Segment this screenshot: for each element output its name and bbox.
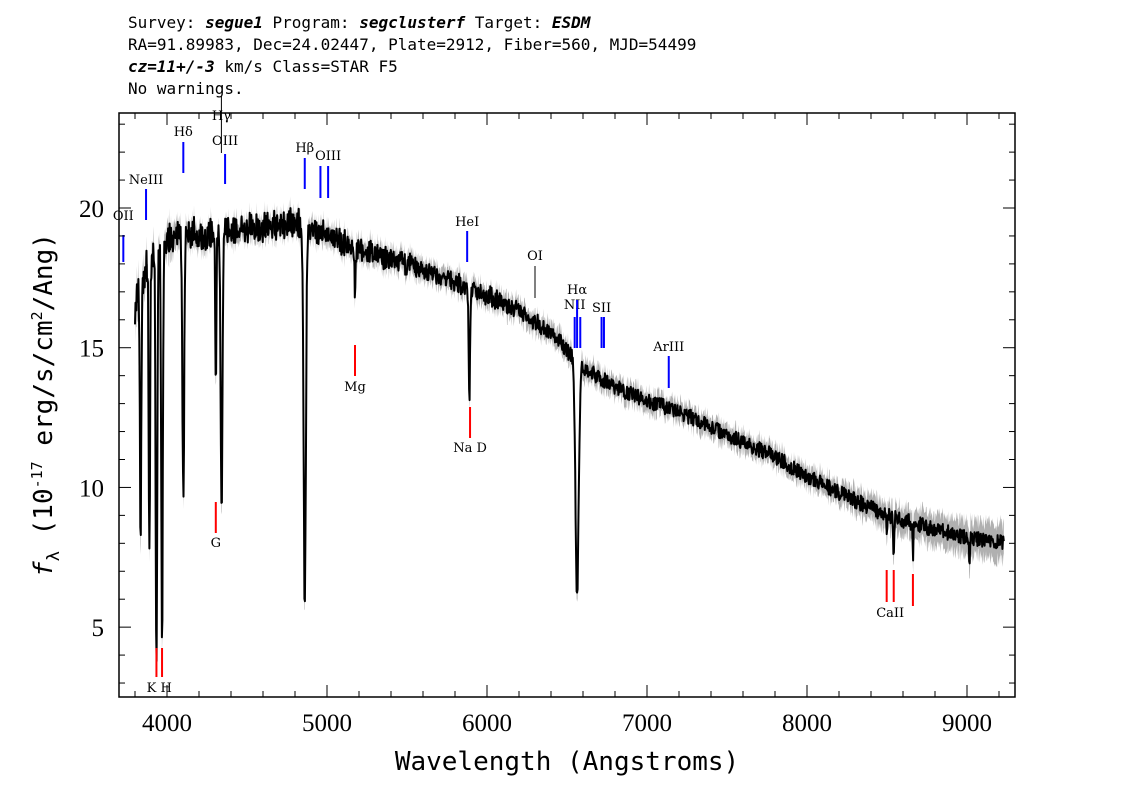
emission-line-label: OI bbox=[527, 249, 543, 264]
svg-text:fλ (10-17 erg/s/cm2/Ang): fλ (10-17 erg/s/cm2/Ang) bbox=[28, 233, 64, 577]
y-tick-label: 10 bbox=[79, 475, 104, 502]
emission-line-label: SII bbox=[592, 301, 611, 316]
spectrum-header: Survey: segue1 Program: segclusterf Targ… bbox=[128, 12, 696, 100]
absorption-line-label: Mg bbox=[344, 380, 366, 395]
absorption-line-label: G bbox=[211, 536, 221, 551]
x-axis-title: Wavelength (Angstroms) bbox=[395, 747, 739, 777]
header-line-survey: Survey: segue1 Program: segclusterf Targ… bbox=[128, 12, 696, 34]
y-tick-label: 5 bbox=[92, 615, 105, 642]
survey-value: segue1 bbox=[205, 13, 263, 32]
emission-line-label: NII bbox=[564, 298, 586, 313]
y-tick-label: 20 bbox=[79, 196, 104, 223]
class-value: km/s Class=STAR F5 bbox=[214, 57, 398, 76]
flux-error-band bbox=[135, 196, 1004, 679]
header-line-coordinates: RA=91.89983, Dec=24.02447, Plate=2912, F… bbox=[128, 35, 697, 54]
axis-ticks: 4000 5000 6000 7000 8000 9000 5 10 15 20 bbox=[79, 113, 1015, 737]
emission-line-label: Hβ bbox=[295, 141, 314, 156]
emission-line-label: HeI bbox=[455, 215, 479, 230]
survey-label: Survey: bbox=[128, 13, 206, 32]
emission-line-label: OIII bbox=[212, 134, 238, 149]
header-line-warnings: No warnings. bbox=[128, 79, 244, 98]
plot-frame bbox=[118, 112, 1016, 698]
emission-line-label: NeIII bbox=[129, 173, 163, 188]
flux-series bbox=[134, 207, 1005, 663]
emission-line-label: ArIII bbox=[652, 340, 684, 355]
x-tick-label: 5000 bbox=[302, 710, 352, 737]
x-tick-label: 7000 bbox=[622, 710, 672, 737]
x-tick-label: 6000 bbox=[462, 710, 512, 737]
absorption-line-label: Na D bbox=[453, 441, 487, 456]
absorption-line-label: CaII bbox=[876, 606, 904, 621]
emission-line-label: OIII bbox=[315, 149, 341, 164]
emission-line-label: OII bbox=[113, 209, 134, 224]
target-value: ESDM bbox=[551, 13, 591, 32]
x-tick-label: 8000 bbox=[782, 710, 832, 737]
flux-line bbox=[134, 207, 1005, 663]
emission-line-label: Hδ bbox=[174, 125, 193, 140]
emission-line-label: Hα bbox=[567, 283, 587, 298]
header-line-redshift: cz=11+/-3 km/s Class=STAR F5 bbox=[128, 56, 696, 78]
y-tick-label: 15 bbox=[79, 336, 104, 363]
y-axis-title: fλ (10-17 erg/s/cm2/Ang) bbox=[28, 233, 64, 577]
emission-line-label: Hγ bbox=[212, 109, 231, 124]
x-tick-label: 9000 bbox=[942, 710, 992, 737]
cz-value: cz=11+/-3 bbox=[128, 57, 215, 76]
program-label: Program: bbox=[262, 13, 360, 32]
program-value: segclusterf bbox=[359, 13, 466, 32]
x-tick-label: 4000 bbox=[142, 710, 192, 737]
flux-noise-band bbox=[135, 196, 1004, 679]
target-label: Target: bbox=[465, 13, 552, 32]
absorption-line-label: K H bbox=[147, 681, 172, 696]
